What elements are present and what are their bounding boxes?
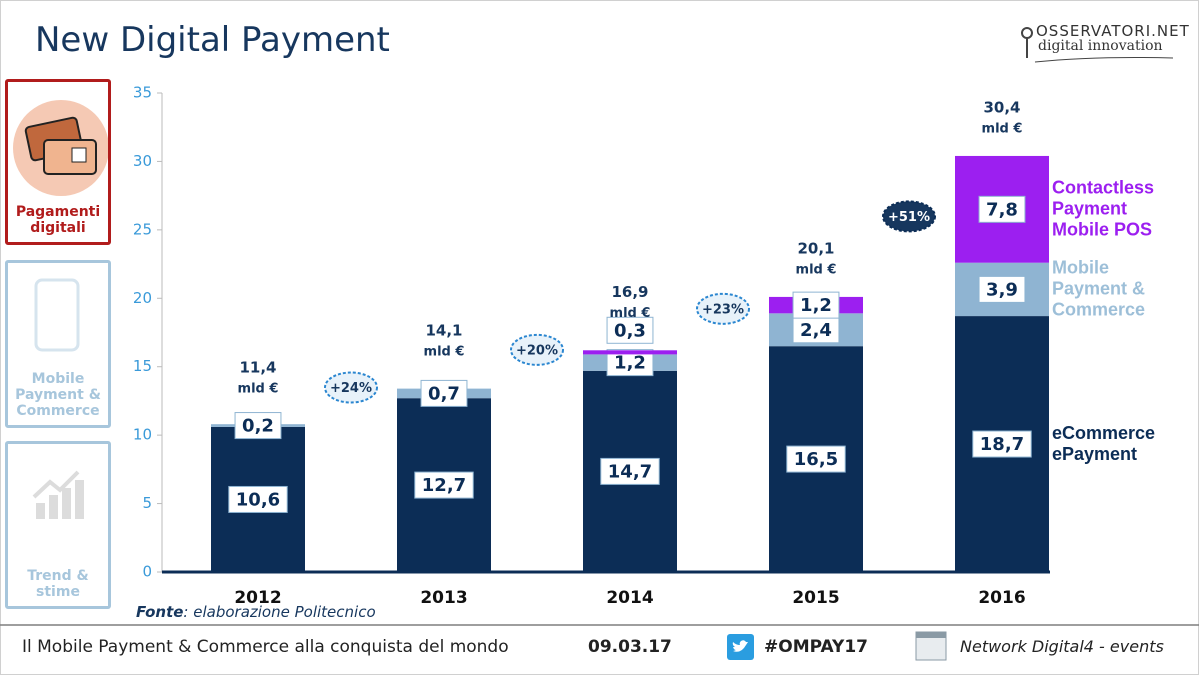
logo-tagline: digital innovation bbox=[1038, 38, 1163, 54]
trend-icon bbox=[75, 480, 84, 519]
growth-label: +51% bbox=[888, 210, 930, 225]
y-tick-label: 15 bbox=[133, 357, 152, 375]
data-label: 16,5 bbox=[794, 449, 838, 470]
card-chip bbox=[71, 147, 87, 163]
growth-badge bbox=[882, 200, 936, 233]
data-label: 18,7 bbox=[980, 434, 1024, 455]
total-label: 20,1 bbox=[797, 239, 834, 257]
sidebar-label: Mobile Payment & Commerce bbox=[15, 371, 101, 419]
sidebar-item[interactable]: Pagamenti digitali bbox=[5, 79, 111, 245]
phone-icon bbox=[34, 278, 80, 352]
x-tick-label: 2014 bbox=[606, 588, 653, 608]
sidebar-item[interactable]: Mobile Payment & Commerce bbox=[5, 260, 111, 428]
slide-title: New Digital Payment bbox=[35, 20, 390, 60]
footer-hashtag: #OMPAY17 bbox=[764, 637, 869, 657]
trend-icon bbox=[49, 495, 58, 519]
data-label: 0,3 bbox=[614, 320, 646, 341]
total-unit: mld € bbox=[238, 381, 279, 396]
growth-label: +23% bbox=[702, 302, 744, 317]
source: Fonte: elaborazione Politecnico bbox=[136, 603, 376, 621]
footer-date: 09.03.17 bbox=[588, 637, 672, 657]
sidebar-label: Pagamenti digitali bbox=[15, 204, 101, 236]
total-unit: mld € bbox=[610, 306, 651, 321]
growth-label: +24% bbox=[330, 381, 372, 396]
data-label-box bbox=[972, 430, 1032, 458]
calendar-top bbox=[916, 632, 946, 638]
total-label: 30,4 bbox=[983, 98, 1020, 116]
data-label-box bbox=[786, 445, 846, 473]
y-tick-label: 5 bbox=[142, 494, 152, 512]
logo-pin bbox=[1021, 27, 1033, 39]
y-tick-label: 10 bbox=[133, 426, 152, 444]
data-label: 0,7 bbox=[428, 383, 460, 404]
source-text: : elaborazione Politecnico bbox=[183, 603, 376, 621]
trend-arrow bbox=[32, 470, 80, 499]
total-unit: mld € bbox=[982, 121, 1023, 136]
data-label-box bbox=[228, 485, 288, 513]
data-label: 3,9 bbox=[986, 279, 1018, 300]
logo-swoosh bbox=[1034, 57, 1174, 63]
y-tick-label: 20 bbox=[133, 289, 152, 307]
twitter-bird bbox=[732, 640, 748, 652]
data-label: 12,7 bbox=[422, 475, 466, 496]
y-tick-label: 25 bbox=[133, 220, 152, 238]
x-tick-label: 2015 bbox=[792, 588, 839, 608]
x-tick-label: 2013 bbox=[420, 588, 467, 608]
data-label-box bbox=[606, 316, 654, 344]
sidebar-label: Trend & stime bbox=[27, 568, 89, 600]
data-label-box bbox=[792, 316, 840, 344]
x-tick-label: 2012 bbox=[234, 588, 281, 608]
data-label: 10,6 bbox=[236, 489, 280, 510]
data-label-box bbox=[792, 291, 840, 319]
legend-label: eCommerce ePayment bbox=[1052, 423, 1156, 465]
data-label-box bbox=[420, 379, 468, 407]
y-tick-label: 30 bbox=[133, 152, 152, 170]
growth-badge bbox=[324, 371, 378, 404]
y-tick-label: 35 bbox=[133, 84, 152, 102]
bar-segment bbox=[583, 350, 677, 355]
data-label: 0,2 bbox=[242, 416, 274, 437]
data-label-box bbox=[978, 195, 1026, 223]
data-label-box bbox=[600, 457, 660, 485]
data-label-box bbox=[234, 412, 282, 440]
y-tick-label: 0 bbox=[142, 563, 152, 581]
growth-badge bbox=[696, 292, 750, 325]
source-label: Fonte bbox=[136, 603, 184, 621]
legend-label: Contactless Payment Mobile POS bbox=[1052, 177, 1155, 240]
logo-name: OSSERVATORI.NET bbox=[1036, 22, 1190, 40]
x-tick-label: 2016 bbox=[978, 588, 1025, 608]
total-unit: mld € bbox=[424, 345, 465, 360]
data-label-box bbox=[978, 275, 1026, 303]
legend-label: Mobile Payment & Commerce bbox=[1052, 257, 1146, 320]
total-label: 11,4 bbox=[239, 358, 276, 376]
data-label: 1,2 bbox=[800, 295, 832, 316]
data-label: 7,8 bbox=[986, 199, 1018, 220]
footer-network: Network Digital4 - events bbox=[960, 637, 1164, 656]
footer-event: Il Mobile Payment & Commerce alla conqui… bbox=[22, 637, 509, 657]
total-unit: mld € bbox=[796, 262, 837, 277]
data-label: 2,4 bbox=[800, 320, 832, 341]
trend-icon bbox=[62, 488, 71, 519]
growth-badge bbox=[510, 333, 564, 366]
data-label: 1,2 bbox=[614, 353, 646, 374]
trend-icon bbox=[36, 503, 45, 519]
sidebar-item[interactable]: Trend & stime bbox=[5, 441, 111, 609]
data-label: 14,7 bbox=[608, 461, 652, 482]
total-label: 16,9 bbox=[611, 283, 648, 301]
data-label-box bbox=[414, 471, 474, 499]
growth-label: +20% bbox=[516, 343, 558, 358]
total-label: 14,1 bbox=[425, 322, 462, 340]
